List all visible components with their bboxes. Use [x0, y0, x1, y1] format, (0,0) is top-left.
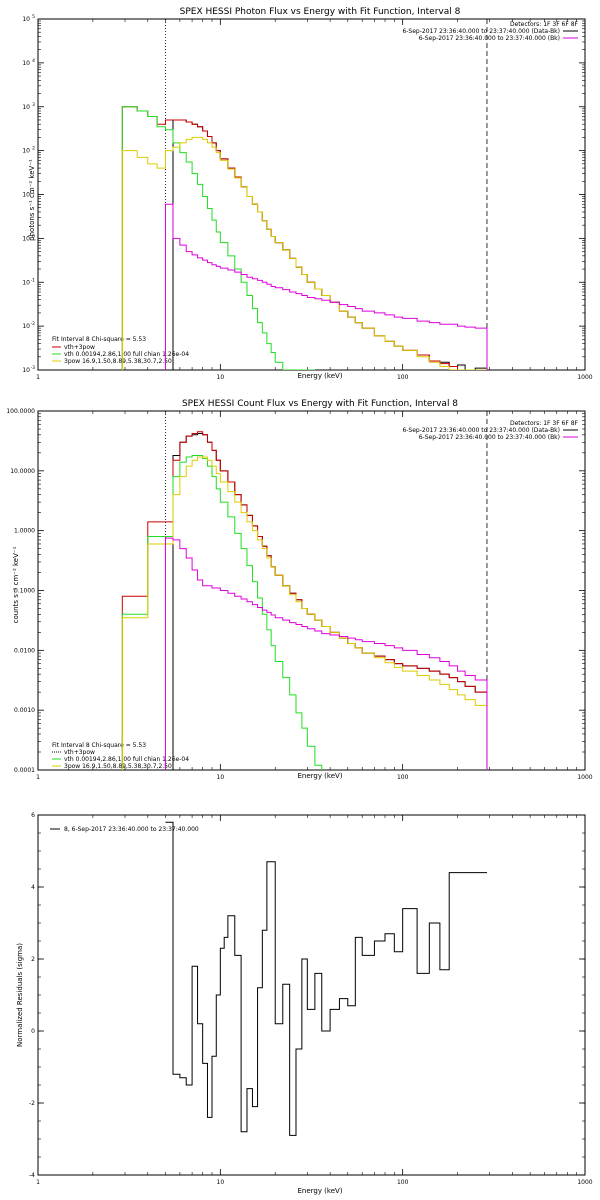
- y-tick-label: 10: [22, 323, 30, 330]
- y-tick-exponent: 0: [32, 233, 35, 239]
- y-tick-label: 10: [22, 148, 30, 155]
- series-magenta: [164, 203, 488, 370]
- photon-flux-legend-bk: 6-Sep-2017 23:36:40.000 to 23:37:40.000 …: [419, 35, 560, 42]
- x-tick-label: 1000: [577, 374, 592, 381]
- count-flux-fit-vth-label: vth 0.00194,2.86,1.00 full chian 1.26e-0…: [64, 756, 189, 763]
- y-tick-label: -4: [29, 1172, 35, 1179]
- count-flux-legend-data-bk: 6-Sep-2017 23:36:40.000 to 23:37:40.000 …: [402, 427, 560, 434]
- series-black: [165, 821, 487, 1136]
- x-tick-label: 1: [36, 774, 40, 781]
- x-tick-label: 10: [217, 374, 225, 381]
- y-tick-label: 100.0000: [6, 408, 35, 415]
- y-tick-exponent: -3: [31, 365, 36, 371]
- photon-flux-xlabel: Energy (keV): [297, 372, 342, 380]
- y-tick-label: 0: [31, 1028, 35, 1035]
- y-tick-label: 0.0010: [14, 707, 35, 714]
- x-tick-label: 1: [36, 1179, 40, 1186]
- chart-2-frame: [37, 410, 586, 771]
- photon-flux-legend-detectors: Detectors: 1F 3F 6F 8F: [510, 21, 579, 28]
- y-tick-exponent: 1: [32, 190, 35, 196]
- photon-flux-fit-vth3pow-label: vth+3pow: [64, 344, 95, 351]
- residuals-xlabel: Energy (keV): [297, 1187, 342, 1195]
- residuals-panel: Energy (keV) Normalized Residuals (sigma…: [16, 826, 343, 1195]
- photon-flux-fit-3pow-label: 3pow 16.9,1.50,8.89,5.38,30.7,2.50: [64, 358, 172, 365]
- x-tick-label: 100: [397, 374, 409, 381]
- y-tick-label: 10: [22, 104, 30, 111]
- x-tick-label: 100: [397, 774, 409, 781]
- y-tick-exponent: 2: [32, 146, 35, 152]
- y-tick-exponent: 5: [32, 14, 35, 20]
- count-flux-legend-bk: 6-Sep-2017 23:36:40.000 to 23:37:40.000 …: [419, 434, 560, 441]
- y-tick-label: 10: [22, 60, 30, 67]
- series-green: [121, 106, 315, 370]
- x-tick-label: 1000: [577, 774, 592, 781]
- series-magenta: [164, 537, 488, 770]
- x-tick-label: 10: [217, 1179, 225, 1186]
- residuals-ylabel: Normalized Residuals (sigma): [16, 943, 24, 1047]
- series-green: [121, 455, 323, 770]
- count-flux-legend-detectors: Detectors: 1F 3F 6F 8F: [510, 420, 579, 427]
- series-black: [165, 119, 488, 370]
- photon-flux-fit-interval-label: Fit Interval 8 Chi-square = 5.53: [52, 336, 146, 343]
- count-flux-fit-3pow-label: 3pow 16.9,1.50,8.89,5.38,30.7,2.50: [64, 763, 172, 770]
- count-flux-panel: SPEX HESSI Count Flux vs Energy with Fit…: [12, 399, 579, 780]
- series-yellow: [121, 456, 488, 770]
- y-tick-label: 6: [31, 812, 35, 819]
- x-tick-label: 10: [217, 774, 225, 781]
- photon-flux-ylabel: photons s⁻¹ cm⁻² keV⁻¹: [28, 159, 36, 241]
- y-tick-label: 10: [22, 367, 30, 374]
- y-tick-label: -2: [29, 1100, 35, 1107]
- count-flux-fit-vth3pow-label: vth+3pow: [64, 749, 95, 756]
- y-tick-label: 0.0001: [14, 767, 35, 774]
- y-tick-label: 10: [22, 235, 30, 242]
- x-tick-label: 100: [397, 1179, 409, 1186]
- series-black: [165, 433, 488, 770]
- y-tick-exponent: 4: [32, 58, 35, 64]
- photon-flux-panel: SPEX HESSI Photon Flux vs Energy with Fi…: [28, 7, 579, 380]
- series-yellow: [121, 136, 487, 370]
- y-tick-label: 10: [22, 279, 30, 286]
- y-tick-label: 0.0100: [14, 647, 35, 654]
- x-tick-label: 1: [36, 374, 40, 381]
- y-tick-label: 1.0000: [14, 528, 35, 535]
- photon-flux-fit-vth-label: vth 0.00194,2.86,1.00 full chian 1.26e-0…: [64, 351, 189, 358]
- y-tick-label: 4: [31, 884, 35, 891]
- photon-flux-legend-data-bk: 6-Sep-2017 23:36:40.000 to 23:37:40.000 …: [402, 28, 560, 35]
- y-tick-label: 10: [22, 192, 30, 199]
- chart-3-frame: [37, 814, 586, 1176]
- y-tick-exponent: -1: [31, 277, 36, 283]
- photon-flux-title: SPEX HESSI Photon Flux vs Energy with Fi…: [180, 7, 461, 17]
- y-tick-label: 10: [22, 16, 30, 23]
- y-tick-label: 0.1000: [14, 588, 35, 595]
- y-tick-exponent: -2: [31, 321, 36, 327]
- chart-1-frame: [37, 18, 586, 371]
- count-flux-xlabel: Energy (keV): [297, 772, 342, 780]
- y-tick-label: 2: [31, 956, 35, 963]
- series-red: [121, 431, 488, 770]
- count-flux-fit-interval-label: Fit Interval 8 Chi-square = 5.53: [52, 742, 146, 749]
- chart-3-plot: 1 10 100 1000 -4 -2 0 2 4 6: [29, 812, 593, 1186]
- residuals-legend-label: 8, 6-Sep-2017 23:36:40.000 to 23:37:40.0…: [64, 826, 199, 833]
- count-flux-title: SPEX HESSI Count Flux vs Energy with Fit…: [182, 399, 458, 409]
- x-tick-label: 1000: [577, 1179, 592, 1186]
- y-tick-exponent: 3: [32, 102, 35, 108]
- chart-2-plot: 1 10 100 1000 0.0001 0.0010 0.0100 0.1000 1.0000…: [6, 408, 592, 781]
- y-tick-label: 10.0000: [10, 468, 35, 475]
- count-flux-ylabel: counts s⁻¹ cm⁻² keV⁻¹: [12, 546, 20, 623]
